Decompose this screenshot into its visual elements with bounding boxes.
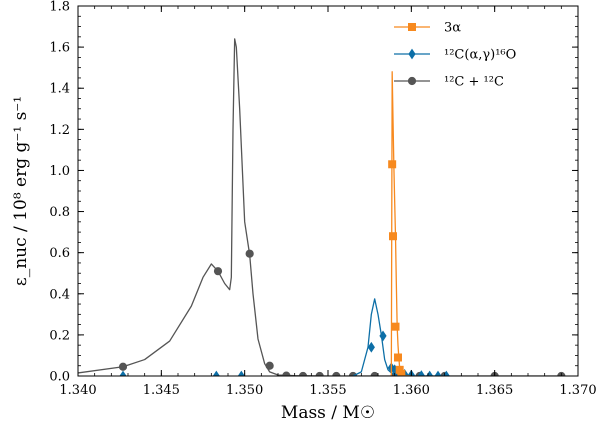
plot-area	[78, 38, 566, 376]
y-tick-label: 1.4	[49, 82, 70, 97]
legend-label: ¹²C(α,γ)¹⁶O	[444, 48, 516, 63]
x-tick-label: 1.345	[143, 383, 180, 398]
data-point-c12-ag-o16	[417, 370, 425, 376]
legend: 3α ¹²C(α,γ)¹⁶O ¹²C + ¹²C	[394, 21, 516, 90]
y-axis-label: ε_nuc / 10⁸ erg g⁻¹ s⁻¹	[11, 96, 31, 286]
x-tick-label: 1.365	[476, 383, 513, 398]
legend-label: ¹²C + ¹²C	[444, 75, 504, 90]
data-point-c12-ag-o16	[212, 370, 220, 376]
y-tick-label: 0.4	[49, 287, 70, 302]
data-point-c12-ag-o16	[434, 370, 442, 376]
x-tick-label: 1.355	[309, 383, 346, 398]
x-tick-label: 1.350	[226, 383, 263, 398]
data-point-alpha-3	[391, 322, 400, 331]
data-point-c12-ag-o16	[119, 370, 127, 376]
data-point-c12-c12	[213, 267, 223, 276]
legend-item-c12-c12: ¹²C + ¹²C	[394, 75, 504, 90]
legend-item-c12-ag-o16: ¹²C(α,γ)¹⁶O	[394, 48, 516, 63]
x-tick-label: 1.370	[559, 383, 596, 398]
data-point-c12-ag-o16	[367, 341, 375, 353]
x-axis-label: Mass / M☉	[281, 403, 375, 423]
data-point-c12-c12	[118, 362, 128, 371]
legend-marker	[408, 23, 416, 31]
axes: 1.340 1.345 1.350 1.355 1.360 1.365 1.370 0.0 0.…	[49, 0, 596, 398]
data-point-alpha-3	[388, 160, 397, 169]
data-point-alpha-3	[394, 353, 402, 362]
data-point-c12-ag-o16	[237, 370, 245, 376]
legend-item-alpha-3: 3α	[394, 21, 461, 36]
y-tick-label: 0.2	[49, 328, 70, 343]
legend-label: 3α	[444, 21, 461, 36]
y-tick-label: 0.6	[49, 246, 70, 261]
legend-marker	[408, 48, 416, 60]
legend-marker	[407, 76, 417, 86]
y-tick-label: 0.8	[49, 205, 70, 220]
y-tick-label: 1.0	[49, 164, 70, 179]
data-point-alpha-3	[397, 369, 406, 376]
data-point-c12-ag-o16	[379, 330, 387, 342]
data-point-alpha-3	[389, 232, 397, 241]
y-tick-label: 1.2	[49, 123, 70, 138]
y-tick-label: 1.6	[49, 41, 70, 56]
y-tick-label: 1.8	[49, 0, 70, 15]
x-tick-label: 1.360	[393, 383, 430, 398]
series-alpha-3	[388, 71, 412, 376]
data-point-c12-c12	[245, 249, 254, 258]
x-tick-label: 1.340	[59, 383, 96, 398]
series-c12-c12	[78, 38, 566, 376]
axis-labels: Mass / M☉ ε_nuc / 10⁸ erg g⁻¹ s⁻¹	[11, 96, 375, 423]
data-point-c12-c12	[265, 361, 274, 370]
y-tick-label: 0.0	[49, 370, 70, 385]
